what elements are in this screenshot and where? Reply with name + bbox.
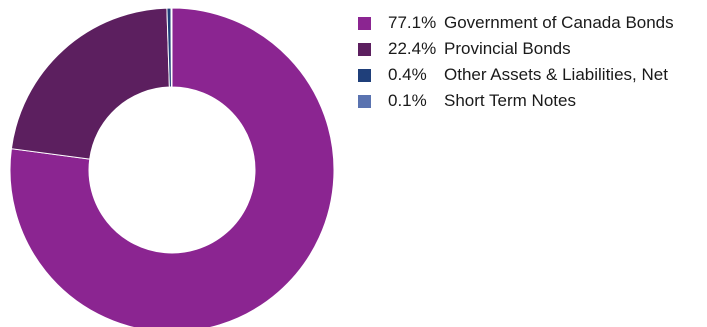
legend-percent: 0.4%	[388, 65, 427, 84]
legend-label: Government of Canada Bonds	[444, 13, 674, 32]
legend-item: 22.4% Provincial Bonds	[358, 38, 703, 60]
donut-chart	[9, 7, 335, 327]
legend-percent: 22.4%	[388, 39, 437, 58]
legend-item: 77.1% Government of Canada Bonds	[358, 12, 703, 34]
donut-slice	[9, 7, 335, 327]
legend-label: Short Term Notes	[444, 91, 576, 110]
donut-slice	[10, 7, 170, 160]
legend-label: Other Assets & Liabilities, Net	[444, 65, 668, 84]
legend-item: 0.4% Other Assets & Liabilities, Net	[358, 64, 703, 86]
legend-swatch	[358, 95, 371, 108]
legend-percent: 77.1%	[388, 13, 437, 32]
donut-slice	[170, 7, 173, 88]
legend-percent: 0.1%	[388, 91, 427, 110]
legend-swatch	[358, 43, 371, 56]
chart-legend: 77.1% Government of Canada Bonds 22.4% P…	[358, 12, 703, 116]
legend-item: 0.1% Short Term Notes	[358, 90, 703, 112]
legend-label: Provincial Bonds	[444, 39, 571, 58]
legend-swatch	[358, 69, 371, 82]
legend-swatch	[358, 17, 371, 30]
